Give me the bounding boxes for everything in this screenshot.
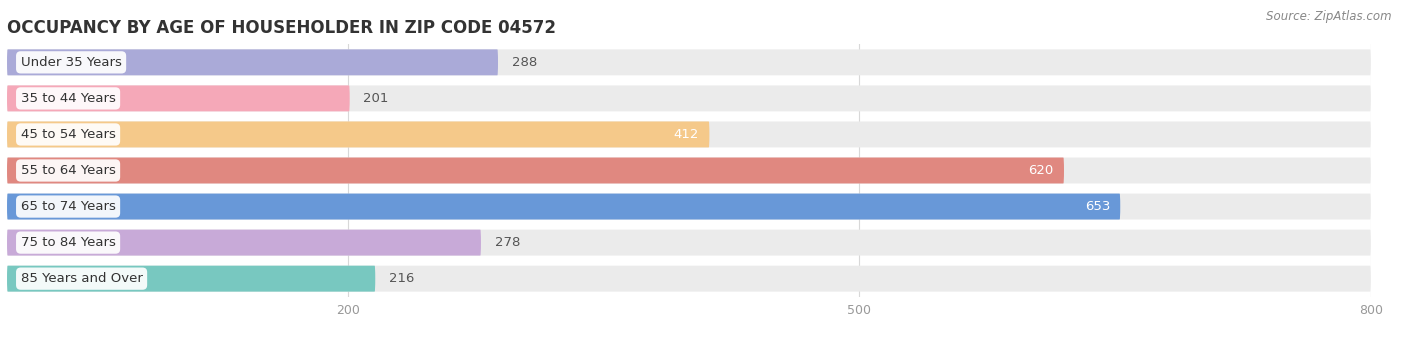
FancyBboxPatch shape: [7, 49, 498, 75]
Text: 55 to 64 Years: 55 to 64 Years: [21, 164, 115, 177]
Text: 75 to 84 Years: 75 to 84 Years: [21, 236, 115, 249]
Text: 653: 653: [1084, 200, 1109, 213]
Text: 201: 201: [363, 92, 388, 105]
Text: Under 35 Years: Under 35 Years: [21, 56, 121, 69]
FancyBboxPatch shape: [7, 194, 1371, 220]
FancyBboxPatch shape: [7, 266, 1371, 292]
FancyBboxPatch shape: [7, 121, 1371, 147]
FancyBboxPatch shape: [7, 121, 710, 147]
Text: 45 to 54 Years: 45 to 54 Years: [21, 128, 115, 141]
FancyBboxPatch shape: [7, 158, 1371, 183]
FancyBboxPatch shape: [7, 229, 481, 255]
Text: 85 Years and Over: 85 Years and Over: [21, 272, 142, 285]
FancyBboxPatch shape: [7, 86, 1371, 112]
Text: 620: 620: [1029, 164, 1053, 177]
Text: 278: 278: [495, 236, 520, 249]
FancyBboxPatch shape: [7, 229, 1371, 255]
Text: 412: 412: [673, 128, 699, 141]
FancyBboxPatch shape: [7, 49, 1371, 75]
Text: 65 to 74 Years: 65 to 74 Years: [21, 200, 115, 213]
FancyBboxPatch shape: [7, 86, 350, 112]
Text: Source: ZipAtlas.com: Source: ZipAtlas.com: [1267, 10, 1392, 23]
Text: OCCUPANCY BY AGE OF HOUSEHOLDER IN ZIP CODE 04572: OCCUPANCY BY AGE OF HOUSEHOLDER IN ZIP C…: [7, 19, 555, 37]
FancyBboxPatch shape: [7, 266, 375, 292]
FancyBboxPatch shape: [7, 158, 1064, 183]
FancyBboxPatch shape: [7, 194, 1121, 220]
Text: 35 to 44 Years: 35 to 44 Years: [21, 92, 115, 105]
Text: 288: 288: [512, 56, 537, 69]
Text: 216: 216: [389, 272, 415, 285]
